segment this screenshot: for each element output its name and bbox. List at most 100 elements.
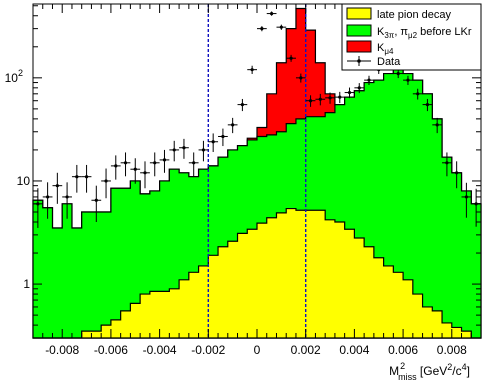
legend-swatch	[346, 24, 372, 37]
data-marker	[396, 71, 400, 76]
data-point	[451, 161, 462, 189]
x-tick-label: -0.002	[191, 343, 225, 357]
data-point	[432, 117, 443, 134]
x-tick-label: -0.008	[45, 343, 79, 357]
data-point	[315, 93, 326, 106]
legend-label: Kμ4	[377, 42, 394, 56]
data-point	[354, 83, 365, 94]
legend-label: late pion decay	[377, 9, 451, 21]
data-marker	[464, 195, 468, 199]
data-point	[91, 185, 102, 222]
data-point	[188, 152, 199, 177]
data-marker	[211, 140, 215, 144]
legend-entry-0: late pion decay	[346, 7, 451, 21]
legend-entry-2: Kμ4	[346, 40, 394, 56]
data-marker	[250, 68, 254, 72]
data-marker	[425, 103, 430, 107]
legend-swatch	[346, 40, 372, 53]
data-marker	[55, 184, 59, 188]
x-tick-label: 0.002	[291, 343, 321, 357]
data-point	[101, 168, 111, 199]
data-point	[461, 182, 472, 218]
data-marker	[133, 167, 137, 171]
data-point	[130, 158, 141, 184]
data-marker	[328, 96, 332, 100]
data-point	[159, 149, 170, 173]
y-tick-label: 102	[5, 68, 23, 85]
data-marker	[114, 164, 118, 168]
data-marker	[318, 97, 322, 101]
data-marker	[46, 195, 50, 199]
data-point	[393, 69, 404, 79]
signal-window-lines	[207, 4, 307, 338]
data-marker	[94, 198, 98, 202]
histogram-layer	[32, 7, 482, 339]
legend-entry-3: Data	[347, 56, 401, 68]
data-point	[257, 26, 267, 32]
data-point	[120, 152, 131, 177]
y-tick-label: 10	[17, 174, 31, 188]
data-marker	[416, 92, 420, 96]
data-point	[266, 11, 277, 16]
x-tick-label: 0.004	[339, 343, 369, 357]
data-marker	[65, 195, 69, 199]
data-point	[237, 98, 248, 112]
data-point	[276, 24, 287, 30]
data-point	[403, 75, 413, 85]
data-point	[412, 88, 423, 100]
legend-label: K3π, πμ2 before LKr	[377, 26, 472, 40]
data-marker	[172, 148, 176, 152]
data-marker	[279, 25, 283, 29]
data-point	[218, 128, 228, 147]
data-marker	[367, 78, 371, 82]
data-point	[52, 172, 63, 204]
x-tick-label: -0.006	[94, 343, 128, 357]
data-point	[179, 138, 189, 159]
data-marker	[357, 86, 361, 90]
data-marker	[445, 161, 449, 165]
data-marker	[201, 148, 206, 152]
data-point	[247, 65, 257, 74]
data-point	[62, 182, 72, 219]
data-point	[227, 117, 238, 134]
data-point	[208, 133, 219, 152]
data-point	[140, 161, 150, 189]
data-point	[325, 92, 335, 104]
data-point	[42, 182, 53, 219]
data-point	[442, 152, 452, 177]
data-marker	[338, 95, 342, 99]
data-marker	[75, 175, 79, 179]
x-tick-label: 0.006	[388, 343, 418, 357]
legend: late pion decay K3π, πμ2 before LKr Kμ4Dat…	[341, 3, 482, 71]
data-point	[198, 140, 209, 162]
data-marker	[221, 134, 225, 139]
y-tick-label: 1	[23, 277, 30, 291]
x-axis-label: M2 miss [GeV2/c4]	[389, 361, 470, 380]
data-marker	[347, 90, 352, 95]
data-marker	[240, 103, 244, 107]
legend-data-marker	[357, 59, 361, 63]
data-point	[71, 164, 82, 193]
data-marker	[270, 11, 274, 16]
data-marker	[406, 78, 410, 82]
data-marker	[84, 175, 89, 179]
data-point	[422, 98, 433, 112]
x-tick-label: 0	[254, 343, 261, 357]
data-point	[81, 164, 92, 193]
legend-label: Data	[377, 56, 401, 68]
data-marker	[289, 56, 293, 60]
x-tick-label: -0.004	[143, 343, 177, 357]
data-point	[334, 91, 345, 104]
data-point	[305, 95, 316, 107]
data-marker	[192, 161, 196, 165]
data-marker	[162, 158, 167, 162]
data-point	[110, 155, 121, 180]
data-marker	[299, 76, 303, 80]
x-tick-label: 0.008	[437, 343, 467, 357]
data-marker	[260, 27, 264, 31]
data-marker	[231, 123, 235, 127]
data-marker	[153, 161, 157, 165]
data-point	[149, 152, 160, 177]
data-marker	[143, 171, 147, 175]
